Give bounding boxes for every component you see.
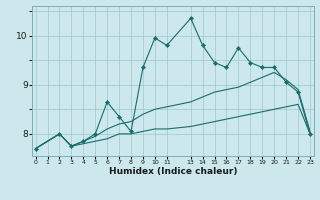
X-axis label: Humidex (Indice chaleur): Humidex (Indice chaleur) [108,167,237,176]
